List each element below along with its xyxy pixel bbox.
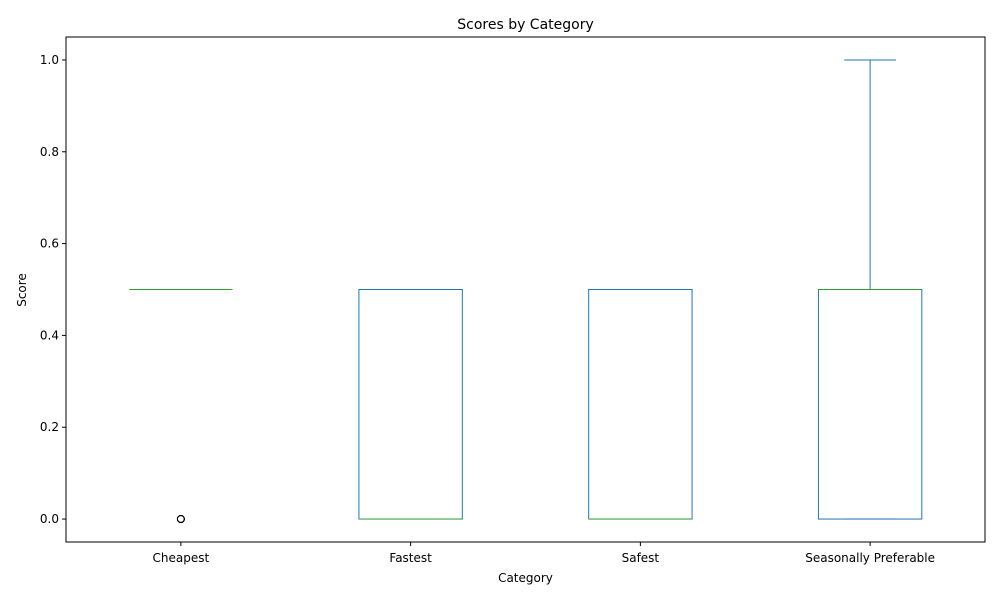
y-tick-label: 0.0	[40, 512, 59, 526]
y-tick-label: 0.6	[40, 237, 59, 251]
iqr-box	[358, 289, 463, 520]
box-fastest	[358, 289, 463, 520]
y-axis: 0.0 0.2 0.4 0.6 0.8 1.0	[40, 53, 66, 526]
y-tick-label: 0.8	[40, 145, 59, 159]
x-tick-label: Safest	[622, 551, 660, 565]
y-tick-label: 0.4	[40, 328, 59, 342]
x-tick-label: Seasonally Preferable	[805, 551, 935, 565]
outlier-point	[176, 515, 185, 524]
plot-frame	[65, 36, 986, 543]
y-tick-label: 1.0	[40, 53, 59, 67]
chart-title: Scores by Category	[457, 17, 594, 33]
iqr-box	[588, 289, 693, 520]
box-seasonally-preferable	[817, 59, 923, 520]
x-axis: Cheapest Fastest Safest Seasonally Preferab…	[153, 542, 935, 565]
y-tick-label: 0.2	[40, 420, 59, 434]
box-cheapest	[129, 289, 233, 524]
x-tick-label: Cheapest	[153, 551, 210, 565]
boxes-group	[129, 59, 923, 524]
x-tick-label: Fastest	[389, 551, 432, 565]
y-axis-label: Score	[15, 273, 29, 307]
box-safest	[588, 289, 693, 520]
x-axis-label: Category	[498, 571, 553, 585]
iqr-box	[817, 289, 923, 520]
